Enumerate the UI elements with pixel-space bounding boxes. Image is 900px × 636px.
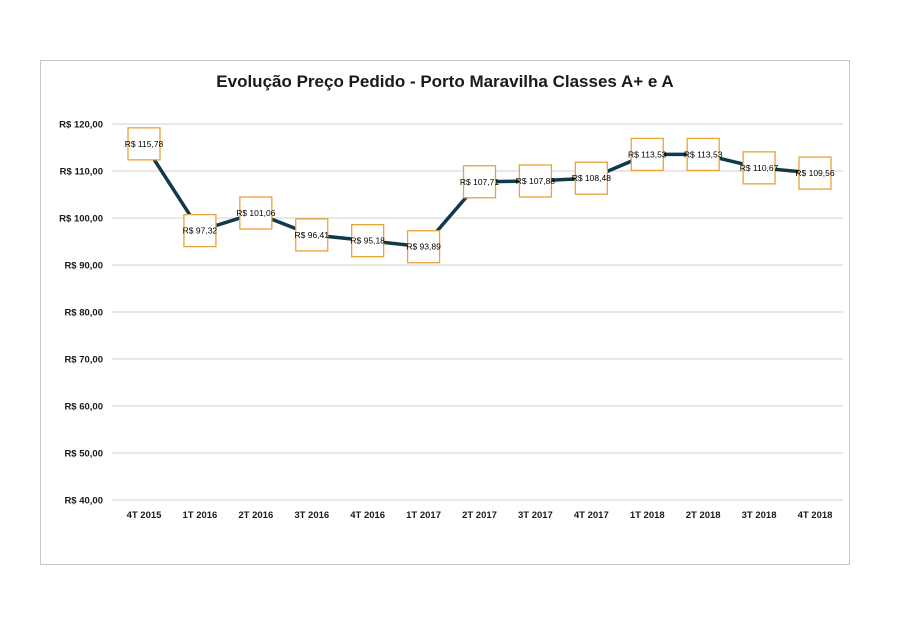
y-tick-label: R$ 120,00 — [59, 120, 103, 131]
y-tick-label: R$ 90,00 — [64, 261, 103, 272]
data-label: R$ 115,78 — [125, 139, 164, 149]
x-tick-label: 3T 2018 — [742, 510, 777, 521]
chart-frame — [40, 60, 850, 565]
data-label: R$ 96,41 — [295, 230, 330, 240]
x-tick-label: 1T 2018 — [630, 510, 665, 521]
data-label: R$ 107,71 — [460, 177, 499, 187]
data-point-marker — [686, 137, 720, 172]
y-tick-label: R$ 40,00 — [64, 496, 103, 507]
data-point-marker — [351, 224, 385, 258]
data-point-marker — [462, 165, 497, 199]
y-tick-label: R$ 110,00 — [60, 167, 103, 178]
data-label: R$ 107,88 — [516, 176, 555, 186]
x-tick-label: 3T 2017 — [518, 510, 553, 521]
chart-title: Evolução Preço Pedido - Porto Maravilha … — [216, 72, 673, 91]
y-tick-label: R$ 70,00 — [64, 355, 103, 366]
data-point-marker — [239, 196, 273, 230]
x-tick-label: 4T 2017 — [574, 510, 609, 521]
data-label: R$ 109,56 — [795, 168, 834, 178]
x-tick-label: 4T 2018 — [798, 510, 833, 521]
data-point-marker — [295, 218, 329, 252]
data-point-marker — [518, 164, 553, 198]
x-tick-label: 1T 2016 — [182, 510, 217, 521]
data-label: R$ 113,53 — [628, 149, 667, 159]
y-tick-label: R$ 80,00 — [64, 308, 103, 319]
x-tick-label: 2T 2017 — [462, 510, 497, 521]
data-point-marker — [127, 127, 161, 161]
x-tick-label: 4T 2016 — [350, 510, 385, 521]
x-tick-label: 1T 2017 — [406, 510, 441, 521]
data-point-marker — [630, 137, 664, 172]
data-label: R$ 110,67 — [740, 163, 779, 173]
data-point-marker — [574, 161, 608, 195]
y-tick-label: R$ 100,00 — [59, 214, 103, 225]
data-label: R$ 113,53 — [684, 149, 723, 159]
data-point-marker — [406, 230, 441, 264]
x-tick-label: 3T 2016 — [294, 510, 329, 521]
x-tick-label: 4T 2015 — [127, 510, 163, 521]
data-label: R$ 95,18 — [350, 236, 385, 246]
y-tick-label: R$ 60,00 — [64, 402, 103, 413]
data-label: R$ 93,89 — [406, 242, 441, 252]
data-label: R$ 101,06 — [236, 208, 275, 218]
data-point-marker — [798, 156, 832, 190]
x-tick-label: 2T 2016 — [238, 510, 273, 521]
y-tick-label: R$ 50,00 — [64, 449, 103, 460]
data-label: R$ 108,48 — [572, 173, 611, 183]
x-tick-label: 2T 2018 — [686, 510, 721, 521]
data-point-marker — [183, 213, 217, 248]
data-point-marker — [742, 151, 776, 185]
data-label: R$ 97,32 — [183, 226, 218, 236]
